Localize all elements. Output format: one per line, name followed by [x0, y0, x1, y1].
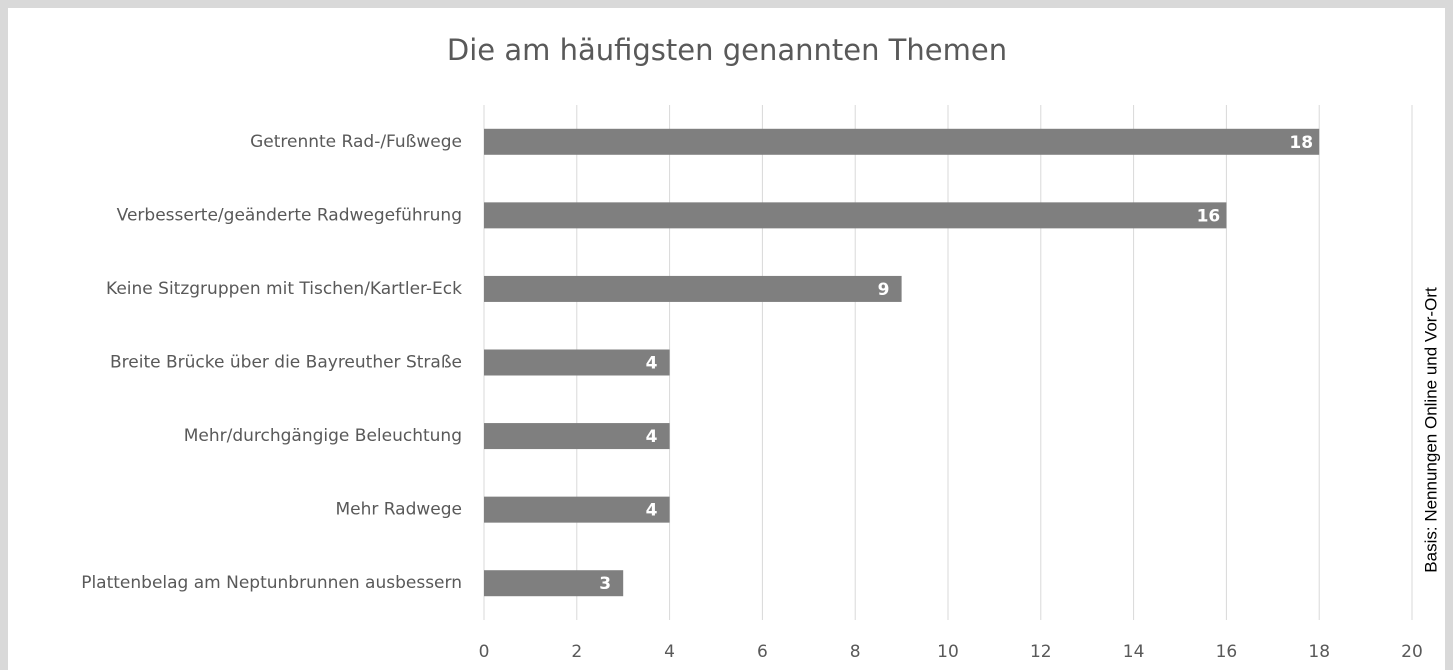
- side-note: Basis: Nennungen Online und Vor-Ort: [1421, 287, 1440, 573]
- x-tick-label: 2: [571, 642, 582, 662]
- y-tick-label: Getrennte Rad-/Fußwege: [250, 132, 462, 152]
- data-label: 4: [646, 501, 658, 521]
- y-tick-label: Mehr/durchgängige Beleuchtung: [184, 426, 462, 446]
- data-label: 4: [646, 354, 658, 374]
- data-label: 4: [646, 427, 658, 447]
- x-tick-label: 12: [1030, 642, 1052, 662]
- data-label: 9: [878, 280, 890, 300]
- bar: [484, 202, 1227, 229]
- bar: [484, 275, 902, 302]
- data-label: 16: [1197, 206, 1221, 226]
- x-tick-label: 8: [850, 642, 861, 662]
- bar: [484, 496, 670, 523]
- bar: [484, 423, 670, 450]
- y-tick-label: Verbesserte/geänderte Radwegeführung: [117, 205, 462, 225]
- bar: [484, 128, 1320, 155]
- x-tick-label: 6: [757, 642, 768, 662]
- x-tick-label: 20: [1401, 642, 1423, 662]
- x-tick-label: 14: [1123, 642, 1145, 662]
- x-tick-label: 16: [1216, 642, 1238, 662]
- x-tick-label: 10: [937, 642, 959, 662]
- chart-area: [8, 8, 1445, 670]
- x-tick-label: 4: [664, 642, 675, 662]
- y-tick-label: Plattenbelag am Neptunbrunnen ausbessern: [81, 573, 462, 593]
- data-label: 3: [599, 574, 611, 594]
- data-label: 18: [1289, 133, 1313, 153]
- y-tick-label: Breite Brücke über die Bayreuther Straße: [110, 353, 462, 373]
- y-tick-label: Mehr Radwege: [335, 500, 462, 520]
- x-tick-label: 0: [479, 642, 490, 662]
- y-tick-label: Keine Sitzgruppen mit Tischen/Kartler-Ec…: [106, 279, 462, 299]
- bar: [484, 570, 624, 597]
- bar: [484, 349, 670, 376]
- chart-title: Die am häufigsten genannten Themen: [447, 33, 1007, 67]
- x-tick-label: 18: [1308, 642, 1330, 662]
